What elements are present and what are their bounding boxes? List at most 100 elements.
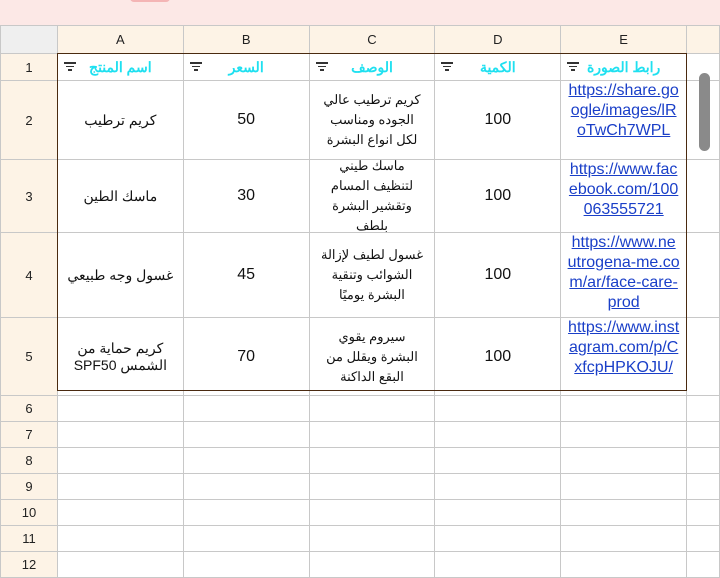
row-header[interactable]: 10 [0,499,58,526]
product-name-cell[interactable]: كريم حماية من الشمس SPF50 [56,317,184,396]
empty-cell[interactable] [308,421,436,448]
empty-cell[interactable] [56,525,184,552]
empty-cell[interactable] [560,473,688,500]
image-link-cell[interactable]: https://www.neutrogena-me.com/ar/face-ca… [560,232,688,318]
header-cell[interactable]: رابط الصورة [560,53,688,81]
empty-cell[interactable] [686,395,720,422]
filter-icon[interactable] [189,62,202,73]
filter-icon[interactable] [567,62,580,73]
product-name-cell[interactable]: غسول وجه طبيعي [56,232,184,318]
description-cell[interactable]: غسول لطيف لإزالة الشوائب وتنقية البشرة ي… [308,232,436,318]
filter-icon[interactable] [315,62,328,73]
empty-cell[interactable] [560,447,688,474]
column-header-c[interactable]: C [308,25,436,54]
empty-cell[interactable] [56,447,184,474]
empty-cell[interactable] [560,499,688,526]
image-link[interactable]: https://www.facebook.com/100063555721 [568,161,679,218]
row-header[interactable]: 6 [0,395,58,422]
empty-cell[interactable] [56,473,184,500]
row-header[interactable]: 9 [0,473,58,500]
image-link[interactable]: https://www.neutrogena-me.com/ar/face-ca… [567,234,680,311]
product-name-cell[interactable]: كريم ترطيب [56,80,184,160]
header-cell[interactable]: الوصف [308,53,436,81]
empty-cell[interactable] [182,551,310,578]
image-link-cell[interactable]: https://share.google/images/lRoTwCh7WPL [560,80,688,160]
quantity-cell[interactable]: 100 [434,317,562,396]
empty-cell[interactable] [308,551,436,578]
empty-cell[interactable] [308,447,436,474]
vertical-scrollbar[interactable] [699,73,710,151]
price-cell[interactable]: 30 [182,159,310,233]
column-header-b[interactable]: B [182,25,310,54]
row-header[interactable]: 5 [0,317,58,396]
table-row: 9 [0,473,720,500]
quantity-cell[interactable]: 100 [434,80,562,160]
row-header[interactable]: 3 [0,159,58,233]
column-header-d[interactable]: D [434,25,562,54]
row-header[interactable]: 4 [0,232,58,318]
empty-cell[interactable] [560,395,688,422]
empty-cell[interactable] [182,473,310,500]
empty-cell[interactable] [56,499,184,526]
empty-cell[interactable] [56,421,184,448]
empty-cell[interactable] [560,525,688,552]
empty-cell[interactable] [434,551,562,578]
empty-cell[interactable] [56,395,184,422]
header-cell[interactable]: الكمية [434,53,562,81]
column-header-a[interactable]: A [56,25,184,54]
product-name-cell[interactable]: ماسك الطين [56,159,184,233]
empty-cell[interactable] [182,499,310,526]
empty-cell[interactable] [560,551,688,578]
image-link[interactable]: https://www.instagram.com/p/CxfcpHPKOJU/ [568,319,680,376]
empty-cell[interactable] [182,525,310,552]
row-header[interactable]: 7 [0,421,58,448]
header-cell[interactable]: السعر [182,53,310,81]
empty-cell[interactable] [434,525,562,552]
column-header-e[interactable]: E [560,25,688,54]
row-header[interactable]: 8 [0,447,58,474]
empty-cell[interactable] [434,421,562,448]
quantity-cell[interactable]: 100 [434,159,562,233]
price-cell[interactable]: 45 [182,232,310,318]
description-cell[interactable]: سيروم يقوي البشرة ويقلل من البقع الداكنة [308,317,436,396]
header-label: الكمية [479,58,516,75]
row-header[interactable]: 1 [0,53,58,81]
empty-cell[interactable] [182,421,310,448]
empty-cell[interactable] [686,551,720,578]
select-all-corner[interactable] [0,25,58,54]
empty-cell[interactable] [308,525,436,552]
empty-cell[interactable] [182,395,310,422]
table-row: 4 غسول وجه طبيعي 45 غسول لطيف لإزالة الشوائ… [0,232,720,318]
image-link-cell[interactable]: https://www.facebook.com/100063555721 [560,159,688,233]
empty-cell[interactable] [686,499,720,526]
row-header[interactable]: 12 [0,551,58,578]
empty-cell[interactable] [308,499,436,526]
column-header-f[interactable] [686,25,720,54]
tab-indicator [130,0,170,2]
empty-cell[interactable] [686,421,720,448]
image-link-cell[interactable]: https://www.instagram.com/p/CxfcpHPKOJU/ [560,317,688,396]
empty-cell[interactable] [686,525,720,552]
row-header[interactable]: 2 [0,80,58,160]
quantity-cell[interactable]: 100 [434,232,562,318]
description-cell[interactable]: كريم ترطيب عالي الجوده ومناسب لكل انواع … [308,80,436,160]
header-cell[interactable]: اسم المنتج [56,53,184,81]
filter-icon[interactable] [441,62,454,73]
price-cell[interactable]: 50 [182,80,310,160]
description-cell[interactable]: ماسك طيني لتنظيف المسام وتقشير البشرة بل… [308,159,436,233]
row-header[interactable]: 11 [0,525,58,552]
empty-cell[interactable] [56,551,184,578]
empty-cell[interactable] [434,473,562,500]
empty-cell[interactable] [182,447,310,474]
image-link[interactable]: https://share.google/images/lRoTwCh7WPL [568,82,679,139]
filter-icon[interactable] [63,62,76,73]
empty-cell[interactable] [308,473,436,500]
empty-cell[interactable] [686,447,720,474]
empty-cell[interactable] [434,499,562,526]
price-cell[interactable]: 70 [182,317,310,396]
empty-cell[interactable] [308,395,436,422]
empty-cell[interactable] [434,395,562,422]
empty-cell[interactable] [434,447,562,474]
empty-cell[interactable] [560,421,688,448]
empty-cell[interactable] [686,473,720,500]
